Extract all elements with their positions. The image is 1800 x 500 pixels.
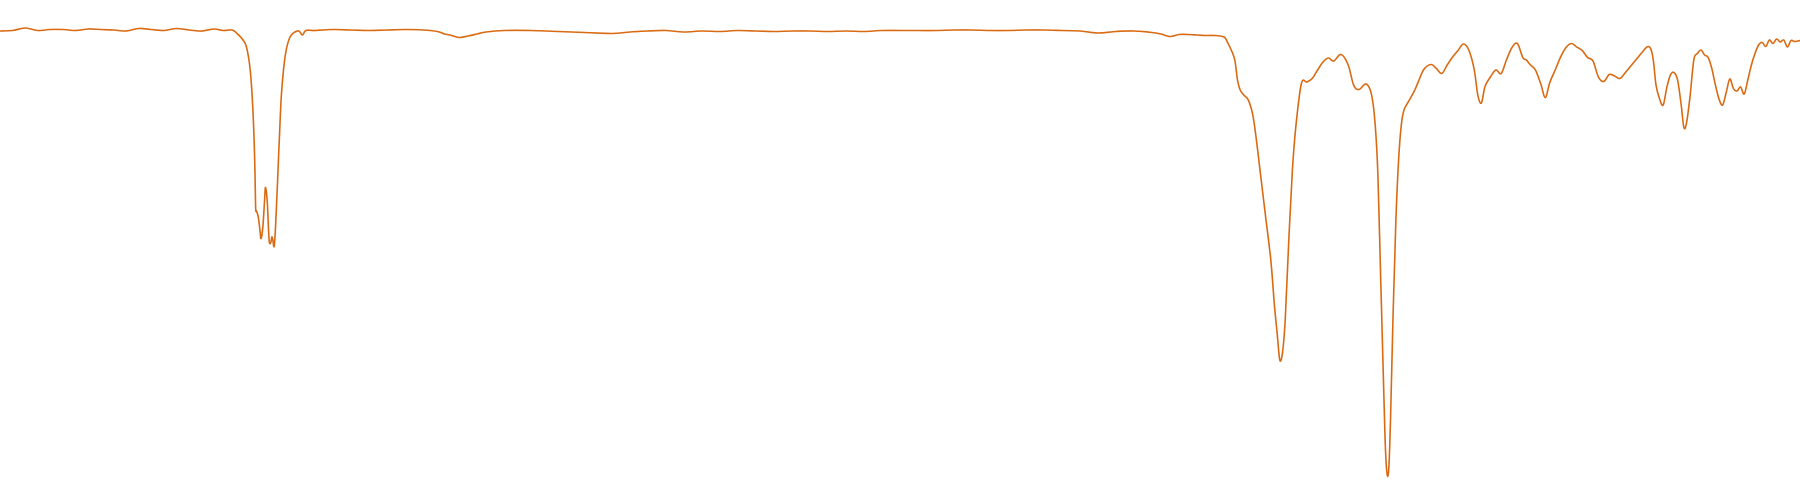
series-layer bbox=[0, 27, 1800, 478]
series-line-0 bbox=[0, 27, 1800, 478]
